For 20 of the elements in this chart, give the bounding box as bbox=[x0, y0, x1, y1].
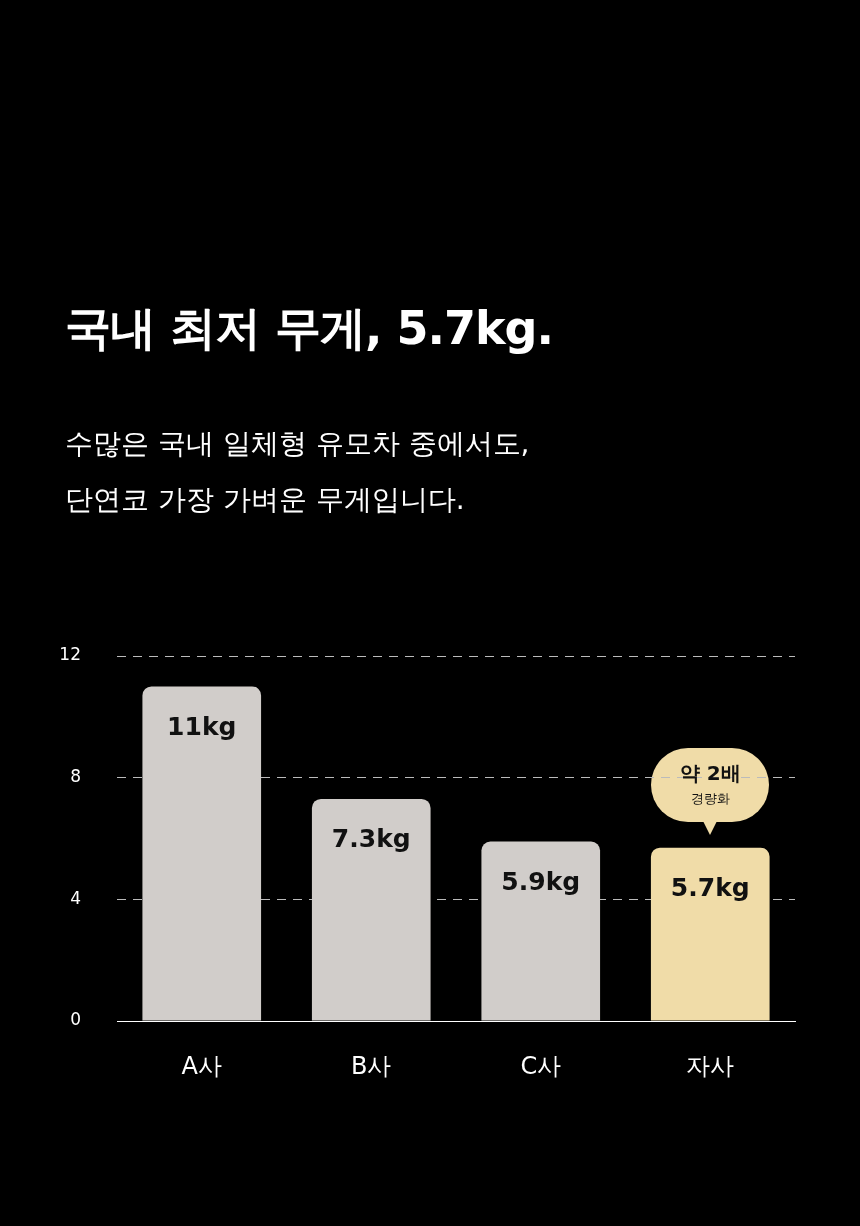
y-tick-label: 0 bbox=[70, 1009, 81, 1030]
data-label: 7.3kg bbox=[331, 824, 411, 854]
x-tick-label: C사 bbox=[520, 1051, 562, 1080]
x-tick-label: B사 bbox=[351, 1051, 392, 1080]
annotation: 약 2배 bbox=[679, 760, 741, 785]
chart-title: 국내 최저 무게, 5.7kg. bbox=[65, 300, 554, 357]
x-tick-label: 자사 bbox=[686, 1051, 735, 1080]
y-tick-label: 8 bbox=[70, 766, 81, 787]
y-tick-label: 4 bbox=[70, 887, 81, 908]
data-label: 5.9kg bbox=[501, 867, 581, 897]
annotation: 경량화 bbox=[690, 791, 730, 806]
x-tick-label: A사 bbox=[181, 1051, 222, 1080]
chart-subtitle: 수많은 국내 일체형 유모차 중에서도, 단연코 가장 가벼운 무게입니다. bbox=[65, 426, 530, 518]
bar bbox=[142, 686, 262, 1021]
y-tick-label: 12 bbox=[59, 644, 81, 665]
bar bbox=[481, 841, 601, 1021]
data-label: 5.7kg bbox=[670, 873, 750, 903]
bar bbox=[650, 847, 770, 1021]
bar bbox=[311, 798, 431, 1021]
data-label: 11kg bbox=[167, 711, 237, 741]
